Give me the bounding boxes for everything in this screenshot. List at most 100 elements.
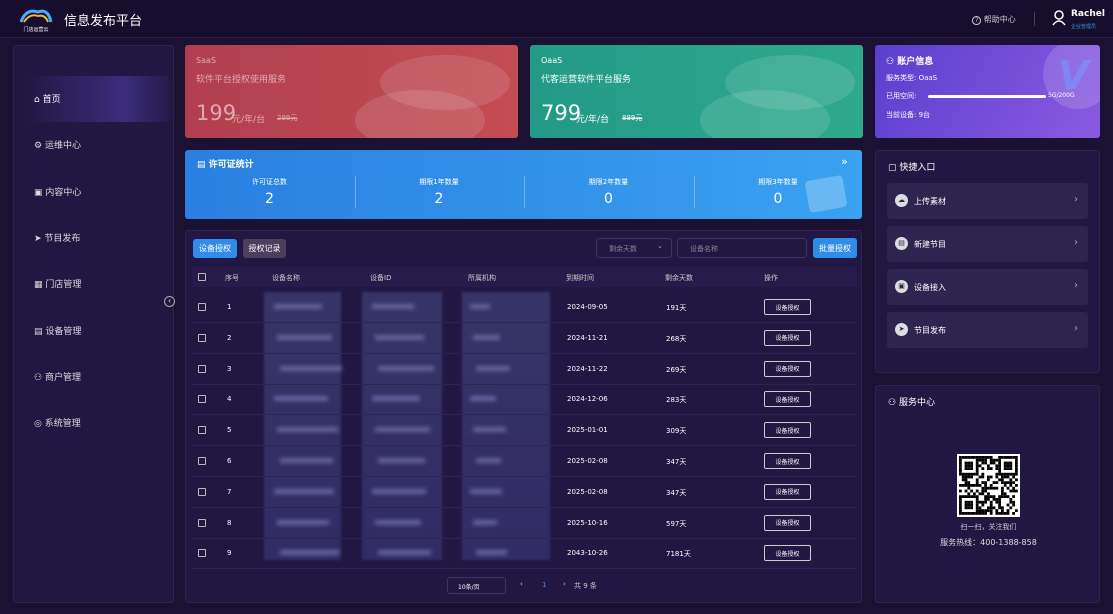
quick-arrow[interactable]: › [1074, 237, 1078, 248]
blurred-text [372, 304, 414, 309]
qr-module [1009, 500, 1013, 504]
auth-button[interactable]: 设备授权 [764, 545, 811, 562]
quick-icon[interactable]: ▣ [895, 280, 908, 293]
quick-arrow[interactable]: › [1074, 280, 1078, 291]
auth-button[interactable]: 设备授权 [764, 422, 811, 439]
auth-button[interactable]: 设备授权 [764, 360, 811, 377]
qr-module [995, 467, 999, 470]
auth-button[interactable]: 设备授权 [764, 329, 811, 346]
column-header: 操作 [764, 274, 778, 282]
nav-label[interactable]: 门店管理 [45, 280, 82, 291]
page-size[interactable]: 10条/页 [447, 577, 506, 594]
quick-item[interactable]: ☁ 上传素材 › [887, 183, 1088, 219]
quick-arrow[interactable]: › [1074, 323, 1078, 334]
auth-button[interactable]: 设备授权 [764, 391, 811, 408]
qr-module [998, 472, 1001, 476]
tab-button[interactable]: 设备授权 [193, 239, 237, 258]
quick-entry-panel: ▢ 快捷入口 ☁ 上传素材 › ▤ 新建节目 › ▣ 设备接入 › ➤ 节目发布 › [875, 150, 1100, 373]
row-divider [192, 568, 857, 570]
checkbox[interactable] [198, 273, 206, 281]
nav-item[interactable]: ▦ 门店管理 [34, 277, 81, 290]
quick-arrow[interactable]: › [1074, 194, 1078, 205]
qr-module [987, 506, 990, 510]
quick-item[interactable]: ▤ 新建节目 › [887, 226, 1088, 262]
nav-item[interactable]: ▤ 设备管理 [34, 324, 81, 337]
user-icon[interactable] [1052, 10, 1066, 26]
checkbox[interactable] [198, 333, 206, 342]
qr-module [978, 492, 982, 496]
nav-label[interactable]: 内容中心 [45, 187, 82, 198]
collapse-button[interactable]: ‹ [164, 296, 175, 307]
page-next[interactable]: › [563, 580, 566, 588]
license-more[interactable]: » [841, 155, 848, 168]
checkbox[interactable] [198, 426, 206, 435]
nav-label[interactable]: 节目发布 [44, 233, 81, 244]
page-current[interactable]: 1 [542, 581, 547, 589]
checkbox[interactable] [198, 549, 206, 558]
nav-item[interactable]: ▣ 内容中心 [34, 185, 81, 198]
column-header: 剩余天数 [665, 274, 693, 282]
qr-module [1003, 472, 1007, 476]
nav-icon[interactable]: ▣ [34, 187, 46, 198]
nav-item[interactable]: ⌂ 首页 [34, 92, 61, 105]
quick-icon[interactable]: ☁ [895, 194, 908, 207]
qr-module [1006, 503, 1010, 507]
batch-button[interactable]: 批量授权 [813, 238, 857, 258]
quick-label[interactable]: 上传素材 [914, 197, 946, 206]
auth-button[interactable]: 设备授权 [764, 514, 811, 531]
checkbox[interactable] [198, 364, 206, 373]
quick-icon[interactable]: ➤ [895, 323, 908, 336]
qr-module [975, 467, 979, 470]
page-prev[interactable]: ‹ [520, 580, 523, 588]
qr-module [964, 481, 968, 484]
nav-label[interactable]: 设备管理 [45, 326, 82, 337]
checkbox[interactable] [198, 518, 206, 527]
nav-item[interactable]: ◎ 系统管理 [34, 416, 81, 429]
nav-item[interactable]: ➤ 节目发布 [34, 231, 80, 244]
blurred-text [476, 458, 501, 463]
cell-expiry: 2024-11-21 [567, 333, 608, 342]
qr-module [967, 484, 971, 487]
qr-module [961, 512, 965, 515]
nav-icon[interactable]: ⚇ [34, 372, 45, 383]
checkbox[interactable] [198, 395, 206, 404]
quick-label[interactable]: 新建节目 [914, 240, 946, 249]
quick-label[interactable]: 节目发布 [914, 326, 946, 335]
row-divider [192, 322, 857, 323]
cell-remaining: 191天 [666, 304, 687, 312]
nav-label[interactable]: 商户管理 [44, 372, 81, 383]
auth-button[interactable]: 设备授权 [764, 453, 811, 469]
tab-button[interactable]: 授权记录 [243, 239, 286, 258]
qr-module [970, 464, 973, 468]
nav-item[interactable]: ⚇ 商户管理 [34, 370, 81, 383]
cell-index: 9 [227, 549, 232, 558]
nav-icon[interactable]: ▤ [34, 326, 46, 337]
user-name[interactable]: Rachel [1071, 9, 1105, 19]
quick-icon[interactable]: ▤ [895, 237, 908, 250]
qr-module [981, 512, 985, 515]
nav-label[interactable]: 系统管理 [44, 419, 81, 430]
qr-module [964, 489, 968, 493]
nav-item[interactable]: ⚙ 运维中心 [34, 138, 81, 151]
auth-button[interactable]: 设备授权 [764, 299, 811, 315]
nav-icon[interactable]: ➤ [34, 233, 45, 244]
nav-icon[interactable]: ⌂ [34, 95, 43, 105]
nav-label[interactable]: 首页 [42, 95, 61, 105]
quick-item[interactable]: ▣ 设备接入 › [887, 269, 1088, 305]
nav-label[interactable]: 运维中心 [44, 141, 81, 152]
nav-icon[interactable]: ▦ [34, 280, 46, 291]
cell-index: 1 [227, 303, 232, 311]
nav-icon[interactable]: ⚙ [34, 141, 45, 152]
quick-label[interactable]: 设备接入 [914, 283, 946, 292]
auth-button[interactable]: 设备授权 [764, 483, 811, 500]
nav-icon[interactable]: ◎ [34, 419, 45, 430]
help-text[interactable]: 帮助中心 [983, 15, 1016, 24]
quick-item[interactable]: ➤ 节目发布 › [887, 312, 1088, 348]
search-input[interactable]: 设备名称 [677, 238, 807, 258]
checkbox[interactable] [198, 487, 206, 496]
days-filter[interactable]: 剩余天数 [596, 238, 672, 258]
help-link[interactable]: ? 帮助中心 [972, 14, 1016, 25]
qr-module [981, 500, 985, 504]
checkbox[interactable] [198, 457, 206, 465]
checkbox[interactable] [198, 303, 206, 311]
